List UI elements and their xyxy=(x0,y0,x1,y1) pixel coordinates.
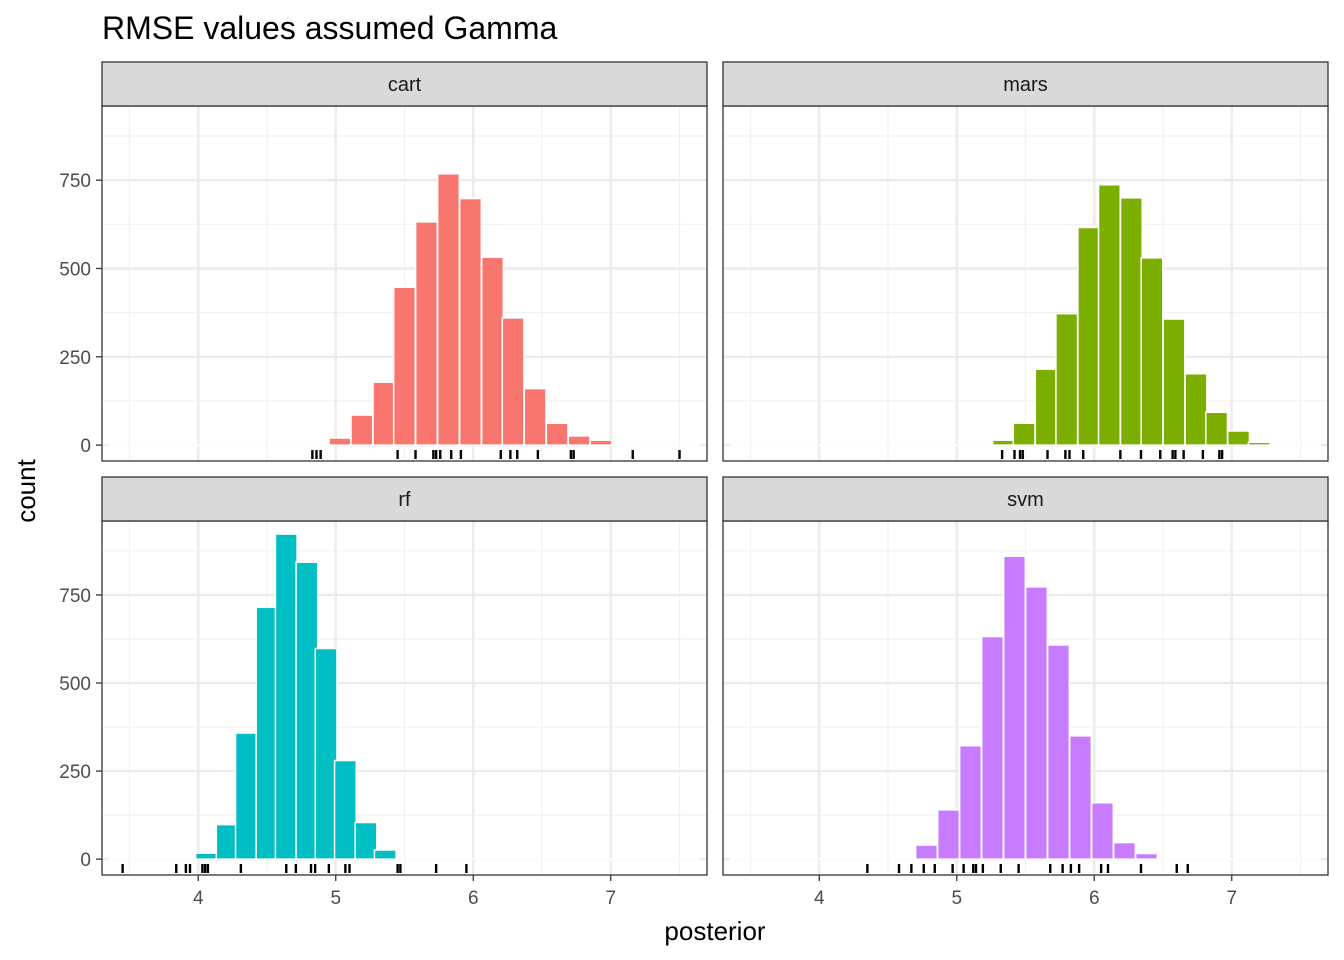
histogram-bar xyxy=(991,439,1016,446)
histogram-bar xyxy=(234,732,258,860)
histogram-bar xyxy=(1097,184,1121,446)
facet-strip-label: svm xyxy=(1007,489,1044,511)
histogram-bar xyxy=(194,852,219,860)
histogram-bar xyxy=(333,759,357,860)
histogram-bar xyxy=(1077,226,1101,446)
histogram-bar xyxy=(1134,852,1159,860)
histogram-bar xyxy=(1055,312,1079,446)
facet-strip-label: cart xyxy=(388,74,422,96)
histogram-bar xyxy=(1012,422,1036,446)
histogram-bar xyxy=(936,809,961,860)
histogram-bar xyxy=(1184,373,1208,446)
y-tick-label: 500 xyxy=(59,259,91,280)
y-tick-label: 0 xyxy=(80,436,91,457)
y-tick-label: 250 xyxy=(59,762,91,783)
x-axis-title: posterior xyxy=(664,916,765,946)
histogram-bar xyxy=(1247,441,1271,446)
histogram-bar xyxy=(274,533,298,860)
x-tick-label: 6 xyxy=(468,888,479,909)
facet-strip xyxy=(722,476,1329,522)
histogram-bar xyxy=(480,256,505,446)
histogram-bar xyxy=(1024,586,1049,860)
x-tick-label: 5 xyxy=(951,888,962,909)
histogram-bar xyxy=(501,317,525,446)
histogram-bar xyxy=(1002,555,1027,860)
y-tick-label: 750 xyxy=(59,586,91,607)
facet-panel-cart: cart 0 250 500 750 xyxy=(59,61,708,462)
histogram-bar xyxy=(295,561,319,860)
facet-panel-mars: mars xyxy=(722,61,1329,462)
histogram-bar xyxy=(545,422,569,446)
facet-panels: cart 0 250 500 750 mars rf 0 250 500 750 4 5 6 7 svm 4 5 6… xyxy=(59,61,1329,909)
facet-panel-rf: rf 0 250 500 750 4 5 6 7 xyxy=(59,476,708,909)
x-tick-label: 6 xyxy=(1089,888,1100,909)
x-tick-label: 4 xyxy=(193,888,204,909)
histogram-bar xyxy=(373,849,397,860)
facet-strip xyxy=(101,61,708,107)
histogram-bar xyxy=(414,221,439,446)
histogram-bar xyxy=(436,173,461,446)
histogram-bar xyxy=(215,823,239,860)
histogram-bar xyxy=(1119,197,1143,446)
y-axis-title: count xyxy=(11,458,41,522)
histogram-bar xyxy=(1034,368,1058,446)
histogram-bar xyxy=(1090,802,1115,860)
histogram-bar xyxy=(914,844,939,860)
histogram-bar xyxy=(328,437,352,446)
histogram-bar xyxy=(372,381,396,446)
y-tick-label: 750 xyxy=(59,171,91,192)
histogram-bar xyxy=(1162,318,1186,446)
histogram-bar xyxy=(392,286,417,446)
x-tick-label: 7 xyxy=(1226,888,1237,909)
chart-title: RMSE values assumed Gamma xyxy=(102,10,557,46)
x-tick-label: 7 xyxy=(605,888,616,909)
x-tick-label: 4 xyxy=(814,888,825,909)
histogram-bar xyxy=(523,387,547,446)
y-tick-label: 250 xyxy=(59,348,91,369)
facet-panel-svm: svm 4 5 6 7 xyxy=(722,476,1329,909)
histogram-bar xyxy=(354,821,378,860)
facet-strip-label: mars xyxy=(1003,74,1047,96)
histogram-bar xyxy=(350,414,374,446)
y-tick-label: 0 xyxy=(80,850,91,871)
histogram-bar xyxy=(1068,735,1093,860)
histogram-bar xyxy=(255,606,279,860)
histogram-bar xyxy=(589,439,613,446)
histogram-bar xyxy=(567,435,591,446)
histogram-bar xyxy=(458,197,483,446)
histogram-bar xyxy=(1140,257,1164,446)
histogram-bar xyxy=(958,744,983,860)
facet-strip xyxy=(101,476,708,522)
histogram-bar xyxy=(314,647,338,860)
histogram-bar xyxy=(1046,644,1071,860)
facet-strip-label: rf xyxy=(398,489,411,511)
histogram-bar xyxy=(1227,430,1251,446)
histogram-bar xyxy=(1205,411,1229,446)
histogram-bar xyxy=(1112,841,1137,860)
x-tick-label: 5 xyxy=(330,888,341,909)
y-tick-label: 500 xyxy=(59,674,91,695)
histogram-bar xyxy=(980,635,1005,860)
facet-strip xyxy=(722,61,1329,107)
